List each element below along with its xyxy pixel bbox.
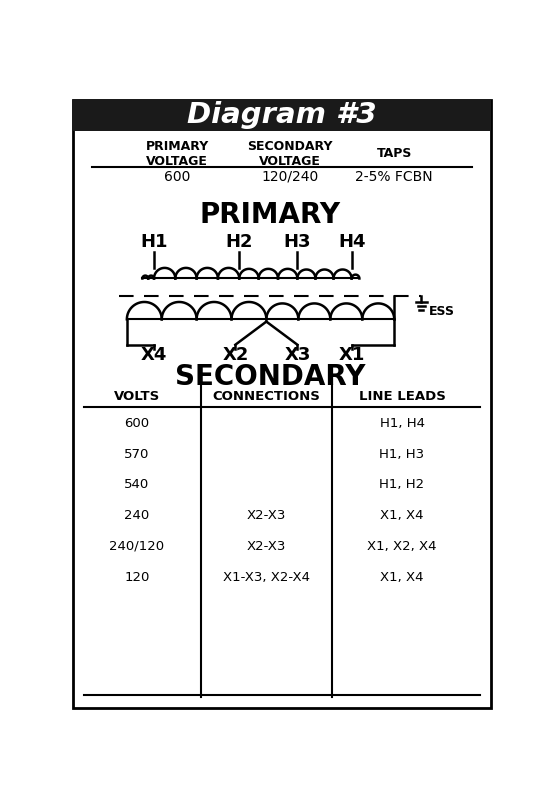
Text: X3: X3 [284,346,311,365]
Text: CONNECTIONS: CONNECTIONS [212,390,320,403]
Text: X1: X1 [338,346,365,365]
Text: PRIMARY
VOLTAGE: PRIMARY VOLTAGE [146,140,209,168]
Text: SECONDARY
VOLTAGE: SECONDARY VOLTAGE [247,140,332,168]
Text: 600: 600 [164,170,190,184]
Text: 570: 570 [124,447,150,461]
Text: 240: 240 [124,509,150,522]
Text: 240/120: 240/120 [109,540,164,553]
Text: X1, X4: X1, X4 [380,509,424,522]
Bar [73,100,491,130]
Text: TAPS: TAPS [377,147,412,160]
Text: Diagram #3: Diagram #3 [187,102,377,130]
Text: H1, H3: H1, H3 [379,447,425,461]
Text: X1-X3, X2-X4: X1-X3, X2-X4 [223,570,310,584]
Text: PRIMARY: PRIMARY [200,202,341,230]
Text: H1, H4: H1, H4 [379,417,425,430]
Text: 120: 120 [124,570,150,584]
Text: SECONDARY: SECONDARY [175,363,366,391]
Text: X1, X2, X4: X1, X2, X4 [367,540,437,553]
Text: X4: X4 [141,346,167,365]
Text: X2: X2 [222,346,249,365]
Text: H4: H4 [338,234,365,251]
Text: LINE LEADS: LINE LEADS [359,390,446,403]
Text: VOLTS: VOLTS [114,390,160,403]
Text: H1: H1 [140,234,168,251]
Text: 120/240: 120/240 [261,170,318,184]
Text: ESS: ESS [429,305,455,318]
Text: X1, X4: X1, X4 [380,570,424,584]
Text: H3: H3 [284,234,311,251]
Text: 600: 600 [124,417,150,430]
Text: 2-5% FCBN: 2-5% FCBN [355,170,433,184]
Text: 540: 540 [124,478,150,491]
Text: H2: H2 [226,234,253,251]
Text: H1, H2: H1, H2 [379,478,425,491]
Text: X2-X3: X2-X3 [247,509,286,522]
Text: X2-X3: X2-X3 [247,540,286,553]
